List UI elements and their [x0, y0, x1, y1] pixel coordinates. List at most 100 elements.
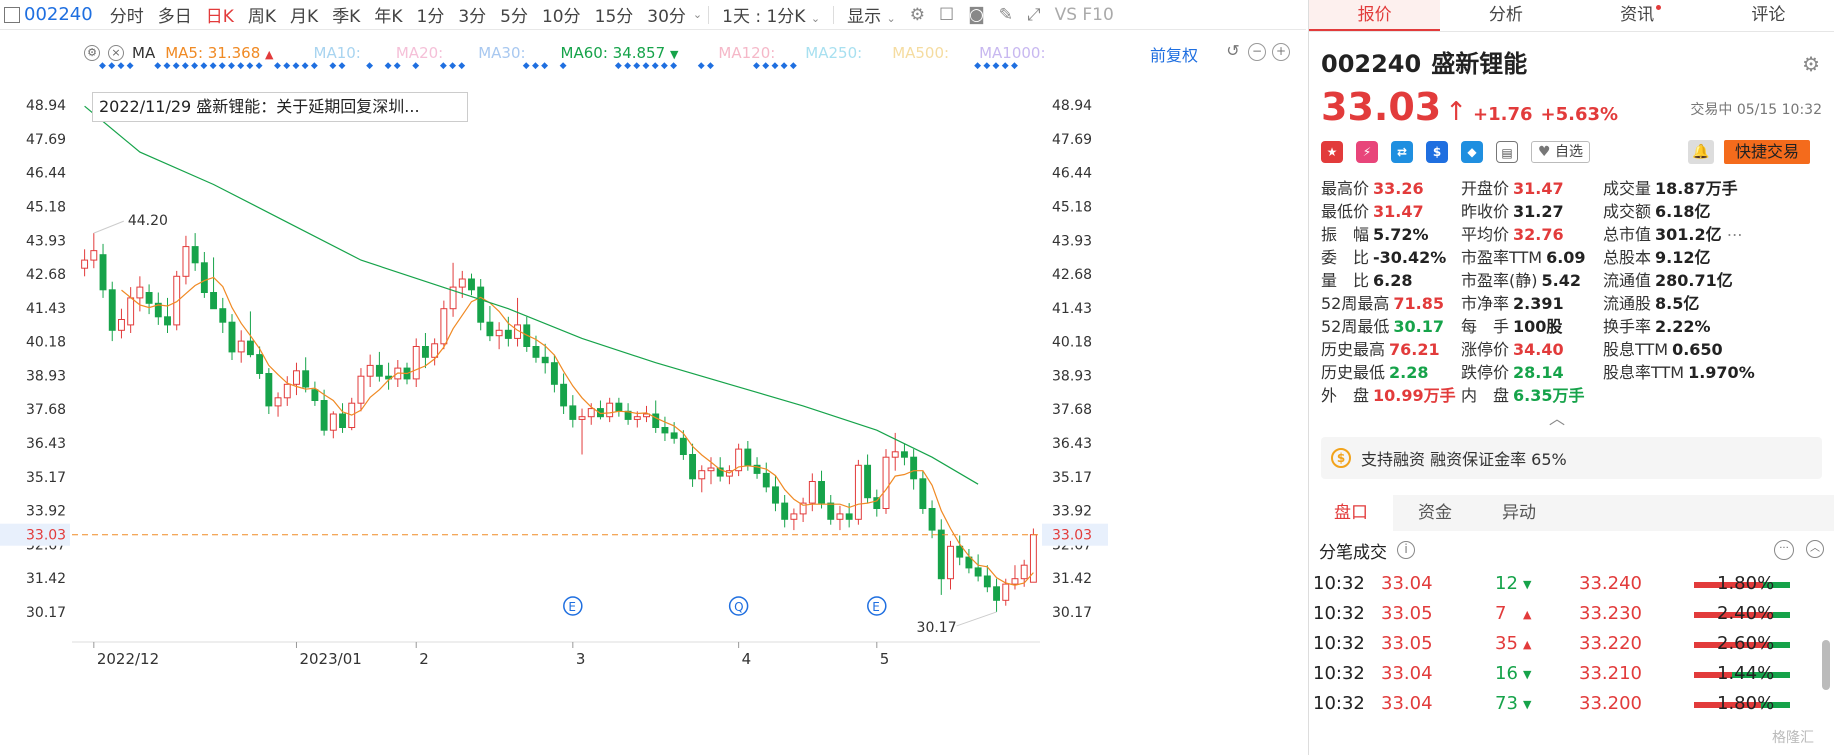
candle[interactable] — [366, 364, 374, 377]
announcement-marker[interactable]: ◆ — [366, 61, 373, 71]
candle[interactable] — [504, 329, 512, 339]
candle[interactable] — [274, 397, 282, 407]
announcement-marker[interactable]: ◆ — [385, 61, 392, 71]
candle[interactable] — [937, 529, 945, 580]
candle[interactable] — [550, 362, 558, 385]
candle[interactable] — [302, 370, 310, 388]
tick-row[interactable]: 10:32 33.05 35 ▲ 33.220 2.60% — [1309, 629, 1834, 659]
announcement-marker[interactable]: ◆ — [440, 61, 447, 71]
settings-icon[interactable]: ⚙ — [909, 4, 925, 25]
candle[interactable] — [477, 286, 485, 323]
china-flag-icon[interactable]: ★ — [1321, 141, 1343, 163]
candle[interactable] — [597, 408, 604, 418]
flash-icon[interactable]: ⚡ — [1356, 141, 1378, 163]
candle[interactable] — [283, 383, 291, 399]
ticks-list[interactable]: 10:32 33.04 12 ▼ 33.240 1.80% 10:32 33.05 7 ▲ 33.2… — [1309, 569, 1834, 719]
candle[interactable] — [320, 400, 328, 431]
announcement-marker[interactable]: ◆ — [523, 61, 530, 71]
bell-icon[interactable]: 🔔 — [1688, 140, 1714, 164]
candle[interactable] — [716, 467, 724, 477]
candle[interactable] — [1011, 578, 1019, 585]
panel-tab[interactable]: 分析 — [1488, 5, 1523, 25]
candle[interactable] — [210, 292, 218, 310]
announcement-marker[interactable]: ◆ — [771, 61, 778, 71]
candle[interactable] — [431, 343, 439, 358]
fuquan-select[interactable]: 前复权 — [1150, 46, 1199, 65]
candle[interactable] — [182, 246, 190, 277]
more-icon[interactable]: ⋯ — [1721, 225, 1743, 244]
candle[interactable] — [219, 308, 227, 323]
announcement-marker[interactable]: ◆ — [449, 61, 456, 71]
camera-icon[interactable]: ◙ — [968, 4, 985, 25]
ma-type[interactable]: MA — [132, 44, 156, 62]
candle[interactable] — [707, 467, 715, 472]
announcement-marker[interactable]: ◆ — [781, 61, 788, 71]
tick-row[interactable]: 10:32 33.05 7 ▲ 33.230 2.40% — [1309, 599, 1834, 629]
period-tab[interactable]: 年K — [374, 7, 403, 27]
kline-chart[interactable]: 48.94 48.94 47.69 47.69 46.44 46.44 45.18 45.18… — [0, 30, 1306, 755]
candle[interactable] — [615, 402, 623, 412]
tick-row[interactable]: 10:32 33.04 16 ▼ 33.210 1.44% — [1309, 659, 1834, 689]
candle[interactable] — [329, 413, 337, 431]
period-tab[interactable]: 分时 — [109, 7, 144, 27]
announcement-marker[interactable]: ◆ — [191, 61, 198, 71]
period-tab[interactable]: 月K — [290, 7, 319, 27]
info-icon[interactable]: i — [1397, 541, 1415, 559]
announcement-marker[interactable]: ◆ — [633, 61, 640, 71]
zoom-out-icon[interactable]: − — [1248, 43, 1266, 61]
display-menu[interactable]: 显示 ⌄ — [847, 7, 896, 27]
candle[interactable] — [643, 413, 650, 418]
quick-trade-button[interactable]: 快捷交易 — [1724, 140, 1810, 164]
candle[interactable] — [1020, 564, 1028, 580]
announcement-marker[interactable]: ◆ — [974, 61, 981, 71]
announcement-marker[interactable]: ◆ — [652, 61, 659, 71]
chevron-up-icon[interactable]: ︿ — [1549, 409, 1566, 428]
announcement-marker[interactable]: ◆ — [670, 61, 677, 71]
shuffle-icon[interactable]: ⇄ — [1391, 141, 1413, 163]
candle[interactable] — [670, 432, 678, 439]
add-watchlist-button[interactable]: ♥ 自选 — [1531, 141, 1591, 163]
candle[interactable] — [237, 340, 245, 353]
kline-svg[interactable]: 48.94 48.94 47.69 47.69 46.44 46.44 45.18 45.18… — [0, 30, 1306, 755]
range-select[interactable]: 1天 : 1分K ⌄ — [722, 7, 821, 27]
zoom-in-icon[interactable]: + — [1272, 43, 1290, 61]
candle[interactable] — [532, 346, 540, 358]
candle[interactable] — [421, 346, 429, 358]
announcement-marker[interactable]: ◆ — [127, 61, 134, 71]
candle[interactable] — [118, 319, 125, 331]
announcement-marker[interactable]: ◆ — [237, 61, 244, 71]
candle[interactable] — [652, 413, 660, 428]
candle[interactable] — [827, 502, 835, 520]
stock-code-tab[interactable]: 002240 — [24, 4, 93, 25]
candle[interactable] — [882, 456, 890, 510]
announcement-marker[interactable]: ◆ — [762, 61, 769, 71]
candle[interactable] — [781, 502, 789, 520]
announcement-marker[interactable]: ◆ — [615, 61, 622, 71]
announcement-marker[interactable]: ◆ — [394, 61, 401, 71]
candle[interactable] — [578, 416, 586, 420]
announcement-marker[interactable]: ◆ — [117, 61, 124, 71]
chevron-down-icon[interactable]: ⌄ — [692, 8, 703, 21]
candle[interactable] — [762, 472, 770, 488]
announcement-marker[interactable]: ◆ — [1011, 61, 1018, 71]
announcement-marker[interactable]: ◆ — [983, 61, 990, 71]
candle[interactable] — [127, 297, 135, 326]
announcement-marker[interactable]: ◆ — [458, 61, 465, 71]
undo-icon[interactable]: ↺ — [1226, 41, 1240, 60]
square-icon[interactable]: ☐ — [938, 4, 955, 25]
announcement-marker[interactable]: ◆ — [661, 61, 668, 71]
announcement-marker[interactable]: ◆ — [698, 61, 705, 71]
candle[interactable] — [173, 275, 181, 326]
gear-icon[interactable]: ⚙ — [1802, 52, 1820, 76]
candle[interactable] — [99, 254, 107, 291]
candle[interactable] — [983, 575, 991, 588]
candle[interactable] — [661, 427, 669, 434]
chevron-up-icon[interactable]: ︿ — [1806, 540, 1824, 558]
candle[interactable] — [900, 451, 908, 458]
sub-tab[interactable]: 资金 — [1418, 503, 1452, 523]
candle[interactable] — [108, 289, 116, 331]
candle[interactable] — [845, 513, 853, 520]
panel-toggle-icon[interactable] — [4, 6, 20, 23]
vs-f10-button[interactable]: VS F10 — [1054, 4, 1114, 25]
announcement-marker[interactable]: ◆ — [164, 61, 171, 71]
